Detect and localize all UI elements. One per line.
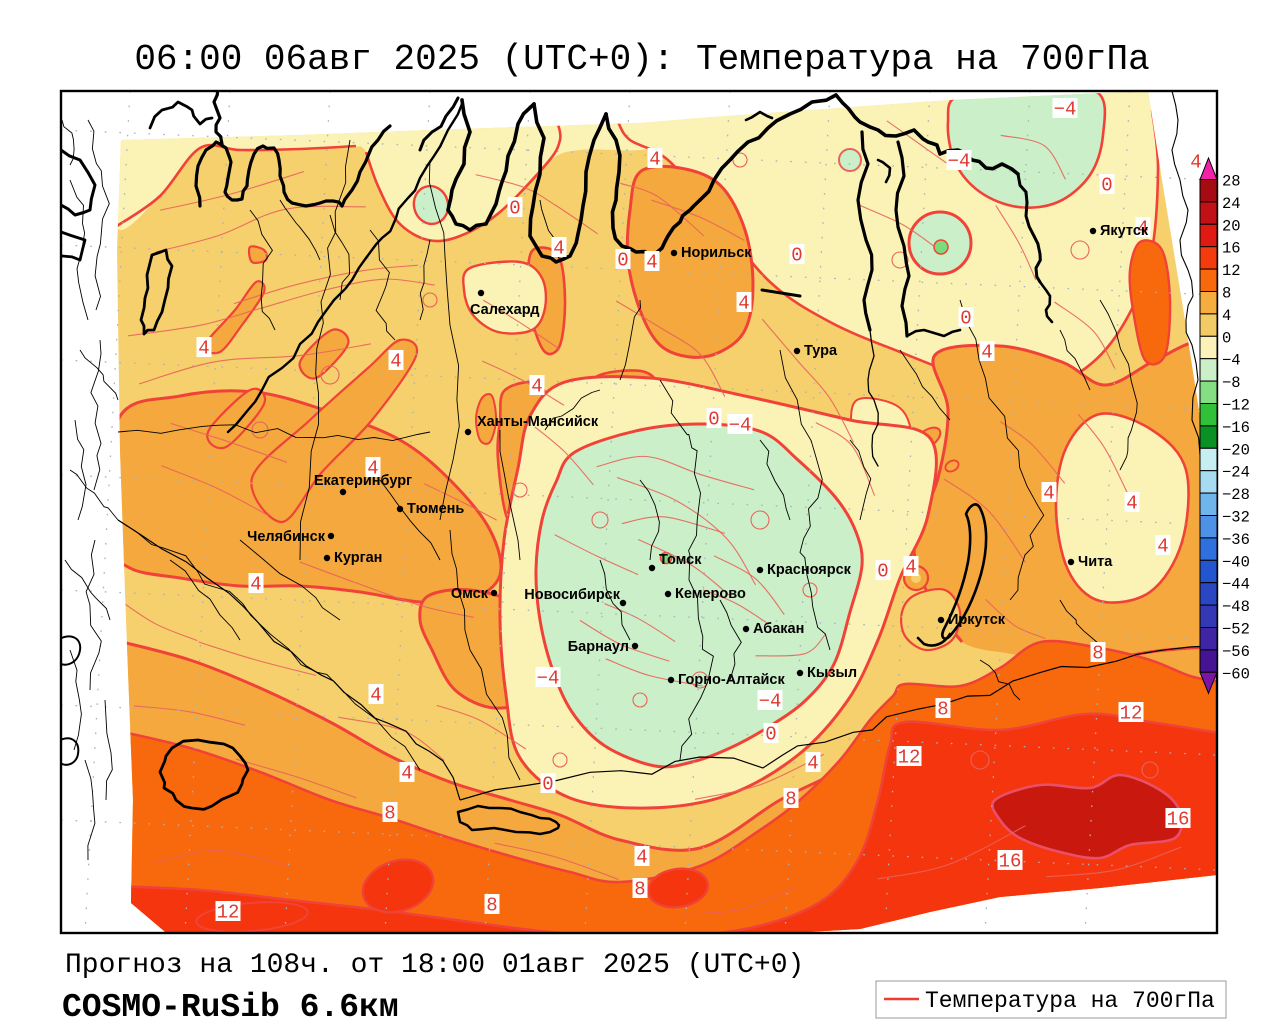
svg-text:0: 0 [877, 561, 888, 583]
svg-text:4: 4 [807, 753, 818, 775]
svg-text:8: 8 [634, 879, 645, 901]
svg-text:12: 12 [1222, 262, 1241, 280]
svg-text:−28: −28 [1222, 486, 1250, 504]
svg-text:−24: −24 [1222, 464, 1250, 482]
svg-text:−4: −4 [729, 415, 752, 437]
svg-text:Норильск: Норильск [681, 245, 752, 261]
svg-text:8: 8 [937, 699, 948, 721]
svg-text:−40: −40 [1222, 553, 1250, 571]
svg-text:Новосибирск: Новосибирск [524, 587, 620, 603]
svg-text:0: 0 [1101, 175, 1112, 197]
svg-text:4: 4 [1043, 483, 1054, 505]
svg-text:−8: −8 [1222, 374, 1241, 392]
svg-text:4: 4 [401, 763, 412, 785]
svg-text:Красноярск: Красноярск [767, 562, 852, 578]
svg-text:8: 8 [785, 789, 796, 811]
svg-text:4: 4 [198, 338, 209, 360]
svg-text:−4: −4 [1222, 352, 1241, 370]
svg-text:−44: −44 [1222, 576, 1250, 594]
svg-text:4: 4 [738, 293, 749, 315]
svg-text:4: 4 [531, 376, 542, 398]
svg-text:4: 4 [636, 847, 647, 869]
svg-text:4: 4 [649, 149, 660, 171]
svg-text:0: 0 [791, 245, 802, 267]
svg-text:24: 24 [1222, 195, 1241, 213]
svg-text:8: 8 [1222, 285, 1231, 303]
svg-text:12: 12 [898, 747, 921, 769]
svg-text:Кемерово: Кемерово [675, 586, 746, 602]
svg-text:4: 4 [1126, 493, 1137, 515]
svg-text:Тюмень: Тюмень [407, 501, 464, 517]
svg-text:4: 4 [390, 351, 401, 373]
svg-text:−48: −48 [1222, 598, 1250, 616]
svg-text:Челябинск: Челябинск [247, 529, 326, 545]
svg-text:−36: −36 [1222, 531, 1250, 549]
svg-text:4: 4 [250, 574, 261, 596]
svg-text:4: 4 [1157, 536, 1168, 558]
svg-text:−20: −20 [1222, 441, 1250, 459]
svg-text:4: 4 [981, 342, 992, 364]
svg-text:Прогноз на 108ч. от 18:00 01ав: Прогноз на 108ч. от 18:00 01авг 2025 (UT… [65, 950, 804, 981]
svg-text:28: 28 [1222, 173, 1241, 191]
svg-text:4: 4 [905, 557, 916, 579]
svg-text:4: 4 [367, 458, 378, 480]
svg-text:16: 16 [999, 851, 1022, 873]
svg-text:Иркутск: Иркутск [948, 612, 1006, 628]
svg-text:4: 4 [646, 252, 657, 274]
svg-text:−4: −4 [759, 691, 782, 713]
svg-text:0: 0 [1222, 329, 1231, 347]
svg-text:4: 4 [1222, 307, 1231, 325]
svg-text:Томск: Томск [659, 552, 702, 568]
svg-text:0: 0 [617, 250, 628, 272]
svg-text:−32: −32 [1222, 509, 1250, 527]
svg-text:Барнаул: Барнаул [568, 639, 629, 655]
svg-text:16: 16 [1167, 809, 1190, 831]
svg-text:Ханты-Мансийск: Ханты-Мансийск [477, 414, 599, 430]
svg-text:12: 12 [217, 902, 240, 924]
svg-text:COSMO-RuSib 6.6км: COSMO-RuSib 6.6км [62, 989, 399, 1024]
svg-text:06:00 06авг 2025 (UTC+0): Темп: 06:00 06авг 2025 (UTC+0): Температура на… [134, 39, 1149, 80]
svg-text:−60: −60 [1222, 665, 1250, 683]
svg-text:Абакан: Абакан [753, 621, 804, 637]
svg-text:4: 4 [553, 238, 564, 260]
svg-text:−4: −4 [948, 151, 971, 173]
svg-text:0: 0 [542, 774, 553, 796]
svg-text:8: 8 [384, 803, 395, 825]
svg-text:0: 0 [509, 198, 520, 220]
svg-text:Екатеринбург: Екатеринбург [314, 473, 412, 489]
svg-text:−52: −52 [1222, 621, 1250, 639]
svg-text:−12: −12 [1222, 397, 1250, 415]
svg-text:Горно-Алтайск: Горно-Алтайск [678, 672, 785, 688]
svg-text:Чита: Чита [1078, 554, 1113, 570]
svg-text:Кызыл: Кызыл [807, 665, 857, 681]
svg-text:12: 12 [1120, 703, 1143, 725]
svg-text:0: 0 [708, 409, 719, 431]
svg-text:20: 20 [1222, 217, 1241, 235]
svg-text:Тура: Тура [804, 343, 838, 359]
svg-text:16: 16 [1222, 240, 1241, 258]
svg-text:0: 0 [960, 308, 971, 330]
svg-text:Температура на 700гПа: Температура на 700гПа [925, 988, 1215, 1014]
svg-text:Курган: Курган [334, 550, 382, 566]
svg-text:−4: −4 [1054, 99, 1077, 121]
svg-text:4: 4 [1137, 218, 1148, 240]
svg-text:−16: −16 [1222, 419, 1250, 437]
svg-text:−4: −4 [537, 668, 560, 690]
svg-text:−56: −56 [1222, 643, 1250, 661]
svg-text:0: 0 [765, 724, 776, 746]
svg-text:4: 4 [1190, 152, 1201, 174]
svg-text:8: 8 [486, 895, 497, 917]
svg-text:Салехард: Салехард [470, 302, 539, 318]
svg-text:Якутск: Якутск [1100, 223, 1149, 239]
svg-text:4: 4 [370, 685, 381, 707]
svg-text:8: 8 [1092, 643, 1103, 665]
svg-text:Омск: Омск [451, 586, 489, 602]
